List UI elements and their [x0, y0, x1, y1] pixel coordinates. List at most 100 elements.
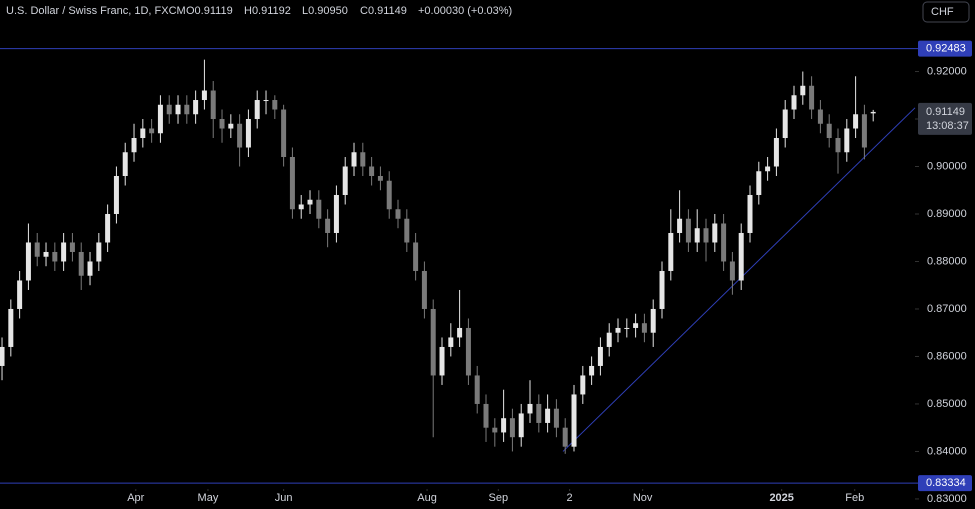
candle-body — [650, 308, 656, 333]
y-tick-label: 0.86000 — [927, 350, 967, 362]
x-tick-label: 2 — [567, 492, 573, 504]
candle-body — [615, 327, 621, 333]
candle-body — [677, 218, 683, 233]
y-tick-label: 0.83000 — [927, 493, 967, 505]
candle-body — [668, 232, 674, 271]
y-tick-label: 0.92000 — [927, 65, 967, 77]
candle-body — [800, 85, 806, 96]
currency[interactable]: CHF — [931, 6, 954, 18]
candle-body — [703, 228, 709, 243]
candle-body — [817, 109, 823, 124]
candle-body — [844, 128, 850, 153]
level-label-box — [918, 475, 972, 492]
candle-body — [395, 209, 401, 219]
candle-body — [43, 251, 49, 257]
candle-body — [738, 232, 744, 281]
candle-body — [157, 104, 163, 134]
candle-body — [430, 308, 436, 376]
candle-body — [149, 128, 155, 134]
currency-button[interactable] — [922, 1, 970, 23]
x-tick-label: Jun — [275, 492, 293, 504]
level-label-box — [918, 40, 972, 57]
candle-body — [492, 427, 498, 433]
candle-body — [122, 152, 128, 176]
candle-body — [34, 242, 40, 257]
candle-body — [791, 95, 797, 110]
candle-body — [474, 375, 480, 404]
candle-body — [685, 218, 691, 243]
candle-body — [404, 218, 410, 243]
y-tick-label: 0.85000 — [927, 398, 967, 410]
candle-body — [228, 123, 234, 129]
candle-body — [448, 337, 454, 347]
candle-body — [201, 90, 207, 101]
candle-body — [501, 418, 507, 433]
candle-body — [589, 365, 595, 376]
candle-body — [131, 138, 137, 153]
candle-body — [325, 218, 331, 233]
candle-body — [52, 251, 58, 262]
candle-body — [483, 403, 489, 428]
candle-body — [8, 308, 14, 347]
x-tick-label: Apr — [127, 492, 144, 504]
candle-body — [861, 114, 867, 148]
candle-body — [386, 180, 392, 210]
candle-body — [527, 403, 533, 414]
candle-body — [509, 418, 515, 438]
x-tick-label: Nov — [633, 492, 653, 504]
countdown: 13:08:37 — [926, 120, 969, 132]
candle-body — [281, 109, 287, 158]
candle-body — [87, 261, 93, 276]
y-tick-label: 0.89000 — [927, 208, 967, 220]
candle-body — [96, 242, 102, 262]
candle-body — [342, 166, 348, 195]
candle-body — [254, 100, 260, 120]
candle-body — [184, 104, 190, 115]
level-label: 0.83334 — [926, 477, 966, 489]
candle-body — [113, 175, 119, 214]
candle-body — [465, 327, 471, 376]
candle-body — [536, 403, 542, 423]
candle-body — [545, 408, 551, 423]
candle-body — [369, 166, 375, 176]
candle-body — [809, 85, 815, 110]
candle-body — [377, 175, 383, 181]
candle-body — [624, 327, 630, 329]
y-tick-label: 0.87000 — [927, 303, 967, 315]
candle-body — [298, 204, 304, 210]
candle-body — [193, 100, 199, 115]
candle-body — [562, 427, 568, 447]
candle-body — [553, 408, 559, 428]
candle-body — [0, 346, 5, 366]
candle-body — [272, 100, 278, 110]
candle-body — [351, 152, 357, 167]
candle-body — [61, 242, 67, 262]
ohlc-value: H0.91192 — [244, 5, 291, 17]
candle-body — [413, 242, 419, 271]
candle-body — [597, 346, 603, 366]
candle-body — [333, 194, 339, 233]
y-tick-label: 0.90000 — [927, 160, 967, 172]
candle-body — [457, 327, 463, 338]
candle-body — [421, 270, 427, 309]
candle-body — [307, 199, 313, 205]
candle-body — [219, 119, 225, 129]
ohlc-value: +0.00030 (+0.03%) — [418, 5, 512, 17]
y-tick-label: 0.88000 — [927, 255, 967, 267]
candle-body — [773, 138, 779, 167]
candle-body — [263, 100, 269, 102]
candle-body — [721, 223, 727, 262]
y-tick-label: 0.84000 — [927, 445, 967, 457]
candle-body — [360, 152, 366, 167]
x-tick-label: Sep — [489, 492, 509, 504]
candle-body — [853, 114, 859, 129]
x-tick-label: Aug — [417, 492, 437, 504]
candle-body — [765, 166, 771, 172]
ohlc-value: C0.91149 — [360, 5, 407, 17]
candle-body — [633, 323, 639, 328]
candle-body — [17, 280, 23, 309]
candle-body — [747, 194, 753, 233]
candle-body — [580, 375, 586, 395]
